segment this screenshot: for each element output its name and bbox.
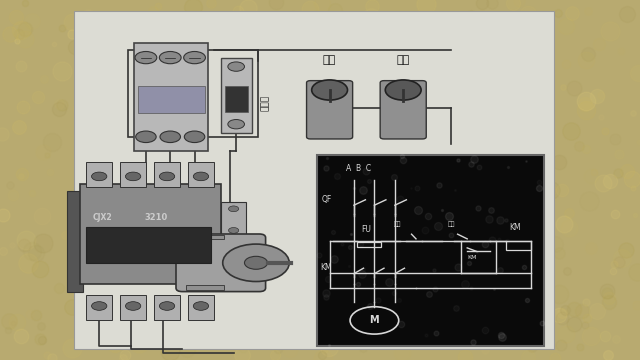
Bar: [120, 295, 146, 320]
Bar: [188, 295, 214, 320]
Circle shape: [223, 244, 289, 282]
Bar: [154, 162, 180, 187]
Circle shape: [312, 80, 348, 100]
Text: KM: KM: [320, 263, 332, 272]
Circle shape: [228, 120, 244, 129]
Bar: [74, 11, 554, 349]
Bar: [67, 191, 83, 292]
Text: 停止: 停止: [323, 55, 336, 65]
Circle shape: [193, 172, 209, 181]
Circle shape: [193, 302, 209, 310]
Text: 断路器: 断路器: [261, 95, 270, 111]
Circle shape: [184, 131, 205, 143]
Text: 停止: 停止: [394, 222, 401, 227]
Bar: [154, 295, 180, 320]
Text: M: M: [369, 315, 380, 325]
Bar: [221, 202, 246, 238]
Bar: [186, 285, 224, 290]
Bar: [186, 235, 224, 239]
Circle shape: [125, 172, 141, 181]
Circle shape: [159, 302, 175, 310]
Circle shape: [228, 228, 239, 233]
Text: FU: FU: [362, 225, 371, 234]
Bar: [86, 162, 112, 187]
Bar: [86, 295, 112, 320]
FancyBboxPatch shape: [380, 81, 426, 139]
Bar: [317, 155, 544, 346]
Bar: [357, 242, 381, 247]
Text: KM: KM: [467, 255, 477, 260]
Circle shape: [228, 206, 239, 212]
Bar: [120, 162, 146, 187]
Bar: [221, 58, 252, 133]
Text: A  B  C: A B C: [346, 164, 371, 173]
FancyBboxPatch shape: [307, 81, 353, 139]
Circle shape: [92, 302, 107, 310]
Circle shape: [136, 131, 156, 143]
Circle shape: [244, 256, 268, 269]
Bar: [86, 227, 211, 263]
Bar: [80, 184, 221, 284]
Bar: [506, 242, 531, 250]
Text: 3210: 3210: [144, 213, 167, 222]
FancyBboxPatch shape: [176, 234, 266, 292]
Circle shape: [228, 62, 244, 71]
Circle shape: [160, 131, 180, 143]
Text: KM: KM: [509, 223, 520, 232]
Bar: [188, 162, 214, 187]
Text: QF: QF: [322, 195, 332, 204]
Bar: [134, 43, 208, 151]
Bar: [138, 86, 205, 113]
Circle shape: [92, 172, 107, 181]
Circle shape: [385, 80, 421, 100]
Circle shape: [159, 172, 175, 181]
Bar: [128, 50, 258, 137]
Circle shape: [125, 302, 141, 310]
Text: CJX2: CJX2: [93, 213, 113, 222]
Circle shape: [184, 51, 205, 64]
Circle shape: [135, 51, 157, 64]
Text: 启动: 启动: [448, 222, 456, 227]
Bar: [225, 86, 248, 112]
Circle shape: [159, 51, 181, 64]
Text: 启动: 启动: [397, 55, 410, 65]
